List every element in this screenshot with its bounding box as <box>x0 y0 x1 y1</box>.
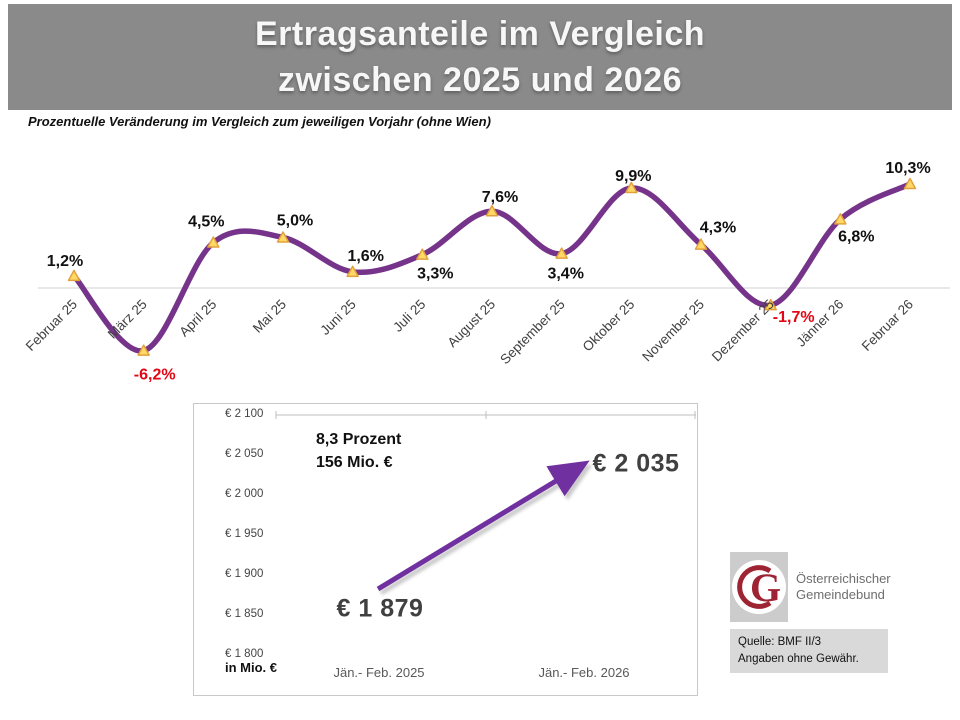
data-label: 7,6% <box>482 189 518 206</box>
title-band: Ertragsanteile im Vergleich zwischen 202… <box>8 4 952 110</box>
euro-comparison-chart: € 2 100 € 2 050 € 2 000 € 1 950 € 1 900 € 1 8… <box>193 403 698 696</box>
data-point-marker <box>137 344 150 356</box>
data-point-marker <box>276 231 290 243</box>
data-point-marker <box>834 213 847 225</box>
data-point-marker <box>346 265 359 278</box>
data-label: 5,0% <box>277 213 313 230</box>
page-title-line2: zwischen 2025 und 2026 <box>277 61 683 99</box>
inset-y-tick-label: € 1 800 <box>225 648 264 660</box>
data-label: 6,8% <box>838 228 874 245</box>
svg-text:G: G <box>750 565 781 610</box>
data-label: -1,7% <box>773 309 815 326</box>
value-2025: € 1 879 <box>336 594 424 623</box>
source-line2: Angaben ohne Gewähr. <box>738 653 859 665</box>
data-point-marker <box>903 177 917 190</box>
data-point-marker <box>764 298 777 311</box>
inset-axis-and-arrow <box>275 411 696 596</box>
month-axis-label: Juli 25 <box>390 297 428 335</box>
data-label: -6,2% <box>134 367 176 384</box>
month-axis-label: Oktober 25 <box>580 297 638 355</box>
data-point-marker <box>416 248 429 260</box>
category-2025: Jän.- Feb. 2025 <box>333 665 425 680</box>
inset-y-tick-label: € 2 050 <box>225 448 264 460</box>
inset-top-axis <box>275 411 696 419</box>
gemeindebund-logo-block: G Österreichischer Gemeindebund <box>730 552 891 622</box>
data-point-marker <box>485 204 499 217</box>
data-point-marker <box>207 236 220 248</box>
data-point-marker <box>694 238 708 250</box>
org-name-line1: Österreichischer <box>796 571 891 586</box>
inset-y-tick-label: € 1 900 <box>225 568 264 580</box>
month-axis-label: Mai 25 <box>250 297 289 336</box>
month-axis-label: Dezember 25 <box>709 297 777 365</box>
data-point-marker <box>67 269 81 282</box>
data-point-marker <box>555 247 568 259</box>
percent-change-line-chart: 1,2% Februar 25 -6,2% März 25 4,5% April 25 5,… <box>23 160 950 384</box>
data-label: 9,9% <box>615 168 651 185</box>
data-label: 1,2% <box>47 253 83 270</box>
data-label: 3,4% <box>547 266 583 283</box>
month-axis-label: April 25 <box>176 297 219 340</box>
trend-arrow <box>376 460 590 592</box>
source-line1: Quelle: BMF II/3 <box>738 636 822 648</box>
inset-y-tick-label: € 2 100 <box>225 408 264 420</box>
gemeindebund-logo-icon: G <box>730 552 788 622</box>
unit-label: in Mio. € <box>225 660 277 675</box>
month-axis-label: September 25 <box>497 297 568 368</box>
data-label: 4,3% <box>700 220 736 237</box>
source-box: Quelle: BMF II/3 Angaben ohne Gewähr. <box>730 629 888 673</box>
growth-percent: 8,3 Prozent <box>316 431 402 448</box>
month-axis-label: März 25 <box>105 297 150 342</box>
org-name-line2: Gemeindebund <box>796 587 885 602</box>
inset-y-tick-label: € 1 850 <box>225 608 264 620</box>
growth-annotation: 8,3 Prozent 156 Mio. € <box>316 428 401 474</box>
category-2026: Jän.- Feb. 2026 <box>538 665 630 680</box>
data-label: 3,3% <box>417 266 453 283</box>
growth-amount: 156 Mio. € <box>316 454 393 471</box>
month-axis-label: Juni 25 <box>317 297 358 338</box>
data-label: 10,3% <box>885 160 930 177</box>
trend-arrow-shadow <box>379 464 593 596</box>
month-axis-label: Februar 25 <box>23 297 80 354</box>
chart-subtitle: Prozentuelle Veränderung im Vergleich zu… <box>28 114 491 129</box>
data-label: 4,5% <box>188 214 224 231</box>
data-point-marker <box>625 181 638 194</box>
page-title-line1: Ertragsanteile im Vergleich <box>254 15 706 53</box>
data-label: 1,6% <box>347 248 383 265</box>
month-axis-label: November 25 <box>639 297 707 365</box>
month-axis-label: Februar 26 <box>859 297 916 354</box>
month-axis-label: August 25 <box>445 297 499 351</box>
org-name: Österreichischer Gemeindebund <box>796 571 891 603</box>
value-2026: € 2 035 <box>592 449 680 478</box>
inset-y-tick-label: € 2 000 <box>225 488 264 500</box>
inset-y-tick-label: € 1 950 <box>225 528 264 540</box>
